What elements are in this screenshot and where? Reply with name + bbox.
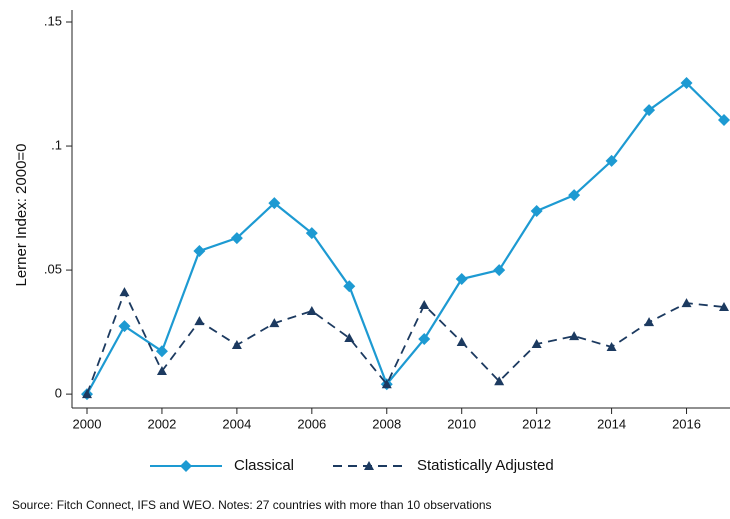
- data-point: [155, 345, 168, 358]
- data-point: [606, 341, 617, 351]
- data-point: [719, 302, 729, 312]
- y-tick-label: .05: [44, 262, 62, 277]
- data-point: [568, 189, 581, 202]
- y-tick-label: .1: [51, 137, 62, 152]
- data-point: [230, 232, 243, 245]
- legend-marker: [180, 460, 192, 472]
- data-point: [305, 227, 318, 240]
- data-point: [156, 366, 167, 376]
- legend-label: Statistically Adjusted: [417, 457, 554, 474]
- series-line: [86, 289, 725, 395]
- x-tick-label: 2014: [597, 416, 626, 431]
- x-tick-label: 2012: [522, 416, 551, 431]
- data-point: [306, 306, 317, 316]
- data-point: [681, 298, 692, 308]
- data-point: [531, 339, 542, 349]
- x-tick-label: 2000: [73, 416, 102, 431]
- data-point: [569, 331, 580, 341]
- y-tick-label: 0: [55, 386, 62, 401]
- data-point: [381, 379, 392, 389]
- y-tick-label: .15: [44, 13, 62, 28]
- data-point: [718, 113, 730, 126]
- legend-label: Classical: [234, 457, 294, 474]
- data-point: [493, 264, 506, 277]
- x-tick-label: 2002: [147, 416, 176, 431]
- x-tick-label: 2008: [372, 416, 401, 431]
- note: Source: Fitch Connect, IFS and WEO. Note…: [12, 498, 492, 512]
- x-tick-label: 2010: [447, 416, 476, 431]
- data-point: [418, 333, 431, 346]
- data-point: [456, 337, 467, 347]
- data-point: [419, 300, 430, 310]
- series-line: [86, 81, 725, 395]
- data-point: [605, 154, 618, 167]
- x-tick-label: 2004: [222, 416, 251, 431]
- data-point: [343, 280, 356, 293]
- data-point: [643, 104, 656, 117]
- data-point: [268, 197, 281, 210]
- legend-marker: [364, 461, 374, 470]
- data-point: [644, 317, 655, 327]
- data-point: [680, 77, 693, 90]
- data-point: [118, 320, 131, 333]
- y-axis-label: Lerner Index: 2000=0: [13, 143, 30, 286]
- x-tick-label: 2016: [672, 416, 701, 431]
- data-point: [494, 376, 505, 386]
- data-point: [344, 333, 355, 343]
- data-point: [82, 389, 92, 399]
- data-point: [269, 318, 280, 328]
- data-point: [231, 339, 242, 349]
- x-tick-label: 2006: [297, 416, 326, 431]
- data-point: [455, 273, 468, 286]
- data-point: [193, 244, 206, 257]
- data-point: [530, 205, 543, 218]
- data-point: [119, 287, 130, 297]
- data-point: [194, 316, 205, 326]
